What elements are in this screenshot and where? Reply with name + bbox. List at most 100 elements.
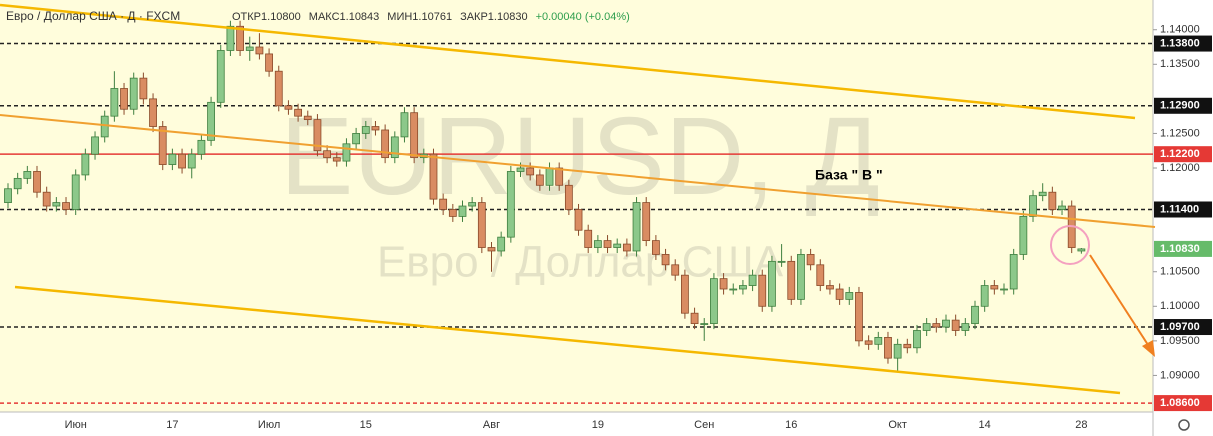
price-axis — [1153, 0, 1213, 436]
y-tick-label: 1.10500 — [1160, 266, 1200, 278]
x-tick-label: Авг — [483, 419, 500, 431]
candle-body — [980, 285, 989, 307]
trend-line — [0, 114, 1156, 228]
candle-body — [323, 150, 332, 159]
candle-body — [1000, 288, 1008, 291]
candle-body — [371, 126, 380, 131]
arrow-head — [1142, 340, 1155, 357]
candle-body — [1029, 195, 1037, 217]
candle-body — [942, 319, 950, 328]
candle-body — [274, 70, 283, 107]
y-tick-label: 1.12500 — [1160, 127, 1200, 139]
candle-body — [700, 323, 709, 325]
candle-body — [768, 260, 776, 307]
candle-body — [1058, 205, 1066, 210]
candle-body — [294, 108, 303, 117]
candle-body — [622, 243, 631, 252]
level-label-box — [1154, 35, 1212, 52]
y-tick-label: 1.13500 — [1160, 58, 1200, 70]
x-tick-label: 17 — [166, 419, 178, 431]
x-tick-label: Сен — [694, 419, 714, 431]
candle-body — [874, 337, 883, 345]
candle-body — [42, 191, 51, 207]
candle-body — [62, 202, 70, 210]
candle-body — [129, 77, 138, 110]
candle-body — [1019, 216, 1028, 255]
candle-body — [913, 330, 921, 349]
candle-body — [961, 323, 970, 331]
candle-body — [932, 323, 941, 328]
trend-line — [14, 285, 1121, 395]
candle-body — [303, 115, 312, 121]
candle-body — [564, 184, 573, 210]
candle-body — [632, 202, 641, 252]
candle-body — [845, 292, 854, 300]
ohlc-value: МАКС1.10843 — [309, 11, 380, 23]
level-label: 1.13800 — [1160, 37, 1200, 49]
x-tick-label: 15 — [360, 419, 372, 431]
candle-body — [390, 136, 399, 159]
candle-body — [526, 167, 535, 176]
y-tick-label: 1.14000 — [1160, 24, 1200, 36]
candle-body — [555, 167, 564, 186]
candle-body — [864, 340, 873, 345]
candle-body — [91, 136, 99, 155]
candle-body — [207, 101, 215, 141]
candle-body — [168, 153, 177, 165]
ohlc-value: ЗАКР1.10830 — [460, 11, 528, 23]
level-label-box — [1154, 146, 1212, 163]
level-label-box — [1154, 201, 1212, 218]
candle-body — [642, 202, 651, 242]
x-tick-label: 28 — [1075, 419, 1087, 431]
candle-body — [574, 209, 583, 231]
last-price-label: 1.10830 — [1160, 243, 1200, 255]
candle-body — [255, 46, 264, 55]
level-label-box — [1154, 97, 1212, 114]
candle-body — [52, 202, 61, 207]
x-tick-label: Июл — [258, 419, 280, 431]
candle-body — [487, 247, 496, 252]
symbol-title: Евро / Доллар США · Д · FXCM — [6, 9, 180, 23]
candle-body — [13, 177, 22, 190]
settings-icon[interactable] — [1178, 419, 1190, 431]
x-tick-label: Июн — [65, 419, 87, 431]
candle-body — [971, 305, 979, 324]
candle-body — [506, 171, 515, 238]
candle-body — [681, 274, 689, 314]
candle-body — [806, 254, 815, 266]
candle-body — [226, 25, 235, 51]
trend-line — [0, 3, 1136, 120]
candle-body — [690, 312, 699, 324]
candle-body — [748, 274, 757, 286]
candle-body — [265, 53, 273, 72]
candle-body — [100, 115, 109, 138]
candle-body — [603, 240, 612, 248]
x-tick-label: 14 — [979, 419, 991, 431]
y-tick-label: 1.09000 — [1160, 369, 1200, 381]
candle-body — [516, 167, 525, 172]
candle-body — [468, 202, 477, 207]
candle-body — [158, 126, 167, 165]
candle-body — [797, 254, 805, 300]
candle-body — [535, 174, 544, 186]
candle-body — [651, 240, 660, 255]
level-label: 1.08600 — [1160, 397, 1200, 409]
candle-body — [1048, 191, 1057, 210]
ohlc-value: МИН1.10761 — [387, 11, 452, 23]
candle-body — [448, 209, 457, 217]
candle-body — [429, 153, 438, 200]
level-label-box — [1154, 319, 1212, 336]
candle-body — [739, 285, 747, 290]
candle-body — [4, 188, 12, 203]
candle-body — [922, 323, 931, 331]
candle-body — [584, 229, 593, 248]
candle-body — [71, 174, 80, 210]
level-label-box — [1154, 395, 1212, 412]
x-tick-label: 19 — [592, 419, 604, 431]
candle-body — [729, 288, 738, 291]
candle-body — [613, 243, 622, 248]
candle-body — [381, 129, 390, 159]
candle-body — [352, 133, 361, 145]
time-axis — [0, 412, 1153, 436]
candle-body — [787, 260, 796, 300]
